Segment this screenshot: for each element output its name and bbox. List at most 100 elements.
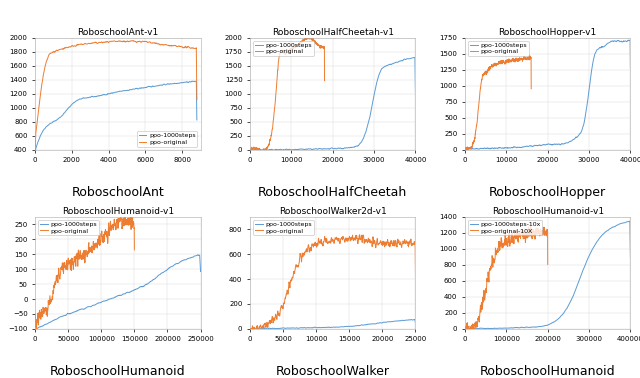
ppo-original <box>252 330 259 335</box>
ppo-original <box>106 224 114 228</box>
ppo-original <box>461 149 469 153</box>
Legend: ppo-1000steps-10x, ppo-original-10X: ppo-1000steps-10x, ppo-original-10X <box>468 220 542 235</box>
ppo-original <box>266 141 273 146</box>
ppo-1000steps <box>371 322 379 326</box>
Legend: ppo-1000steps, ppo-original: ppo-1000steps, ppo-original <box>253 220 314 235</box>
ppo-original <box>127 39 134 43</box>
Title: RoboschoolHopper-v1: RoboschoolHopper-v1 <box>499 28 597 37</box>
ppo-1000steps <box>276 326 284 331</box>
ppo-original <box>140 39 147 44</box>
ppo-original <box>478 76 486 81</box>
ppo-original <box>491 63 499 67</box>
Line: ppo-1000steps: ppo-1000steps <box>465 40 630 150</box>
ppo-1000steps <box>270 148 278 153</box>
ppo-1000steps-10x <box>586 252 594 257</box>
Line: ppo-original: ppo-original <box>250 235 415 333</box>
ppo-1000steps <box>371 89 379 94</box>
ppo-original <box>57 265 65 270</box>
ppo-1000steps <box>412 92 419 97</box>
Text: RoboschoolHalfCheetah: RoboschoolHalfCheetah <box>258 186 408 198</box>
ppo-original <box>33 327 40 332</box>
Text: RoboschoolAnt: RoboschoolAnt <box>72 186 164 198</box>
ppo-original <box>527 87 535 91</box>
ppo-original-10X <box>483 290 490 294</box>
Line: ppo-1000steps: ppo-1000steps <box>35 255 200 328</box>
ppo-original-10X <box>464 332 472 337</box>
ppo-1000steps <box>344 324 352 329</box>
Title: RoboschoolHumanoid-v1: RoboschoolHumanoid-v1 <box>62 207 174 216</box>
ppo-original <box>511 59 518 64</box>
ppo-1000steps <box>490 146 498 150</box>
ppo-original <box>154 42 161 46</box>
ppo-original <box>371 241 379 245</box>
ppo-1000steps <box>344 146 352 150</box>
ppo-1000steps-10x <box>626 219 634 223</box>
Line: ppo-1000steps: ppo-1000steps <box>35 81 197 161</box>
ppo-1000steps-10x <box>572 287 580 292</box>
Line: ppo-1000steps: ppo-1000steps <box>250 57 415 150</box>
ppo-original <box>129 39 137 43</box>
ppo-1000steps <box>504 145 511 150</box>
ppo-original <box>321 236 329 241</box>
ppo-original-10X <box>516 235 524 239</box>
ppo-1000steps <box>74 308 82 313</box>
ppo-1000steps <box>142 282 150 287</box>
ppo-1000steps <box>289 326 297 330</box>
ppo-1000steps <box>73 98 81 103</box>
Text: RoboschoolHopper: RoboschoolHopper <box>489 186 606 198</box>
Line: ppo-1000steps: ppo-1000steps <box>250 319 415 329</box>
ppo-original <box>31 314 39 319</box>
Title: RoboschoolAnt-v1: RoboschoolAnt-v1 <box>77 28 159 37</box>
Line: ppo-original-10X: ppo-original-10X <box>465 226 548 335</box>
ppo-original <box>296 40 304 44</box>
ppo-original <box>357 235 365 240</box>
Legend: ppo-1000steps, ppo-original: ppo-1000steps, ppo-original <box>137 131 197 147</box>
Text: RoboschoolHumanoid: RoboschoolHumanoid <box>480 365 616 378</box>
ppo-1000steps <box>461 147 469 152</box>
ppo-original <box>280 50 288 54</box>
ppo-1000steps <box>31 311 39 316</box>
ppo-original <box>356 232 364 237</box>
ppo-1000steps <box>193 118 201 122</box>
ppo-1000steps-10x <box>491 326 499 330</box>
Line: ppo-original: ppo-original <box>35 213 134 330</box>
ppo-original-10X <box>476 310 484 314</box>
ppo-original <box>307 34 315 39</box>
ppo-1000steps <box>289 147 297 152</box>
ppo-original <box>246 147 254 151</box>
ppo-1000steps <box>321 325 329 330</box>
ppo-1000steps-10x <box>559 312 566 316</box>
Line: ppo-original: ppo-original <box>465 56 531 151</box>
Legend: ppo-1000steps, ppo-original: ppo-1000steps, ppo-original <box>253 41 314 56</box>
ppo-1000steps <box>586 84 593 88</box>
ppo-1000steps <box>357 323 365 327</box>
ppo-original <box>525 53 533 58</box>
ppo-1000steps <box>104 91 112 96</box>
ppo-original <box>473 122 481 126</box>
ppo-original-10X <box>527 224 534 229</box>
ppo-1000steps-10x <box>462 327 470 332</box>
Line: ppo-1000steps-10x: ppo-1000steps-10x <box>465 221 630 329</box>
ppo-1000steps <box>31 159 39 163</box>
ppo-1000steps <box>191 79 199 84</box>
ppo-1000steps <box>572 135 579 140</box>
ppo-original <box>98 232 106 237</box>
ppo-original <box>344 239 352 243</box>
ppo-original <box>90 248 98 252</box>
ppo-1000steps <box>536 143 544 147</box>
Title: RoboschoolWalker2d-v1: RoboschoolWalker2d-v1 <box>279 207 387 216</box>
Text: RoboschoolWalker: RoboschoolWalker <box>276 365 390 378</box>
ppo-1000steps <box>625 38 632 42</box>
ppo-original-10X <box>510 242 518 246</box>
ppo-original-10X <box>499 243 506 247</box>
ppo-1000steps <box>411 55 419 60</box>
ppo-1000steps <box>60 111 68 116</box>
ppo-original <box>31 150 39 155</box>
ppo-original <box>500 60 508 64</box>
ppo-1000steps <box>357 141 365 145</box>
Title: RoboschoolHumanoid-v1: RoboschoolHumanoid-v1 <box>492 207 604 216</box>
ppo-1000steps-10x <box>461 327 469 331</box>
Text: RoboschoolHumanoid: RoboschoolHumanoid <box>50 365 186 378</box>
ppo-1000steps <box>127 87 134 92</box>
ppo-original <box>260 150 268 155</box>
